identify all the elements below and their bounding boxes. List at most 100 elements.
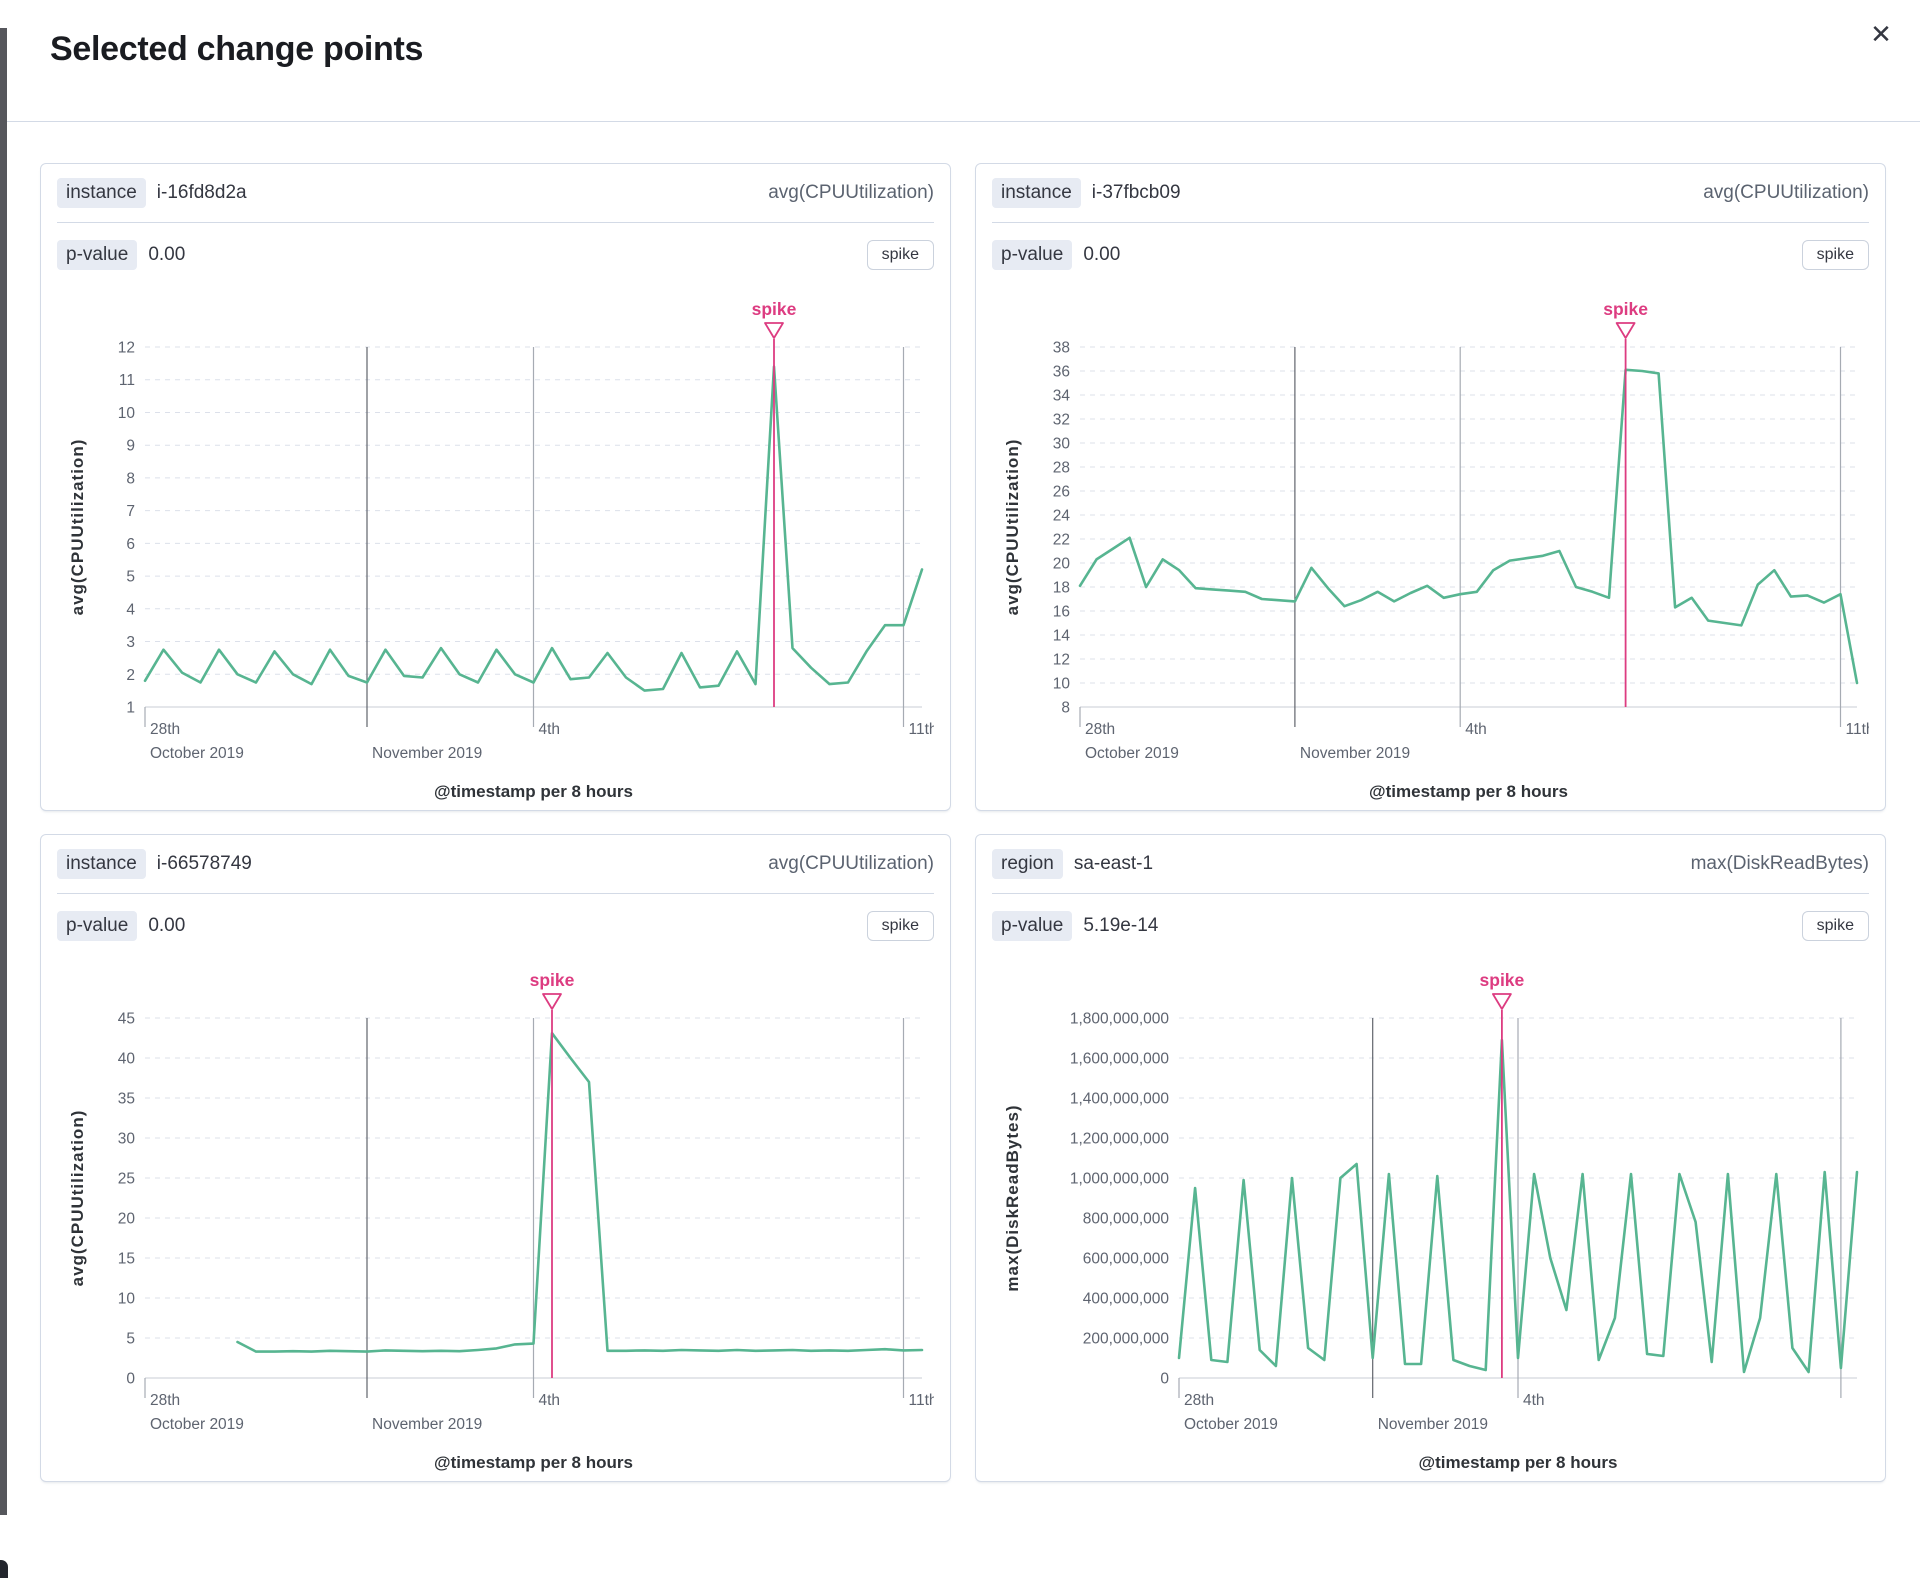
- svg-text:24: 24: [1053, 508, 1071, 525]
- svg-text:avg(CPUUtilization): avg(CPUUtilization): [68, 439, 87, 616]
- svg-text:4th: 4th: [1523, 1392, 1545, 1409]
- change-point-chart: 8 10 12 14 16 18 20 22 24 26 28 30 32 34 36 38 28th Octob…: [992, 291, 1875, 811]
- svg-text:28th: 28th: [150, 1392, 180, 1409]
- change-type-button[interactable]: spike: [866, 240, 934, 270]
- svg-text:18: 18: [1053, 580, 1070, 597]
- svg-text:30: 30: [118, 1131, 136, 1148]
- svg-text:28th: 28th: [150, 721, 180, 738]
- p-value-row: p-value 0.00 spike: [57, 894, 934, 958]
- background-app-edge: [0, 28, 7, 1515]
- svg-text:October 2019: October 2019: [150, 1416, 244, 1433]
- svg-text:200,000,000: 200,000,000: [1083, 1331, 1170, 1348]
- change-point-panel: region sa-east-1 max(DiskReadBytes) p-va…: [975, 834, 1886, 1482]
- svg-text:20: 20: [1053, 556, 1071, 573]
- svg-text:45: 45: [118, 1011, 135, 1028]
- svg-text:1,200,000,000: 1,200,000,000: [1070, 1131, 1170, 1148]
- metric-label: max(DiskReadBytes): [1690, 853, 1869, 874]
- svg-text:35: 35: [118, 1091, 135, 1108]
- p-value-value: 5.19e-14: [1083, 915, 1159, 936]
- svg-text:spike: spike: [752, 299, 797, 319]
- svg-text:8: 8: [126, 470, 135, 487]
- change-point-chart: 0 200,000,000 400,000,000 600,000,000 800,00…: [992, 962, 1869, 1482]
- svg-text:spike: spike: [1480, 970, 1525, 990]
- svg-text:4th: 4th: [539, 1392, 561, 1409]
- change-type-button[interactable]: spike: [1801, 911, 1869, 941]
- p-value-badge: p-value: [992, 911, 1073, 941]
- svg-text:6: 6: [126, 536, 135, 553]
- p-value-badge: p-value: [57, 240, 138, 270]
- change-point-panel: instance i-37fbcb09 avg(CPUUtilization) …: [975, 163, 1886, 811]
- change-point-panel: instance i-16fd8d2a avg(CPUUtilization) …: [40, 163, 951, 811]
- svg-text:28: 28: [1053, 460, 1070, 477]
- field-value: i-16fd8d2a: [156, 182, 247, 203]
- field-value: i-66578749: [156, 853, 252, 874]
- field-badge: region: [992, 849, 1063, 879]
- change-type-button[interactable]: spike: [1801, 240, 1869, 270]
- change-point-panel: instance i-66578749 avg(CPUUtilization) …: [40, 834, 951, 1482]
- svg-text:26: 26: [1053, 484, 1070, 501]
- panel-header: instance i-16fd8d2a avg(CPUUtilization): [57, 164, 934, 223]
- svg-text:0: 0: [1160, 1371, 1169, 1388]
- svg-text:max(DiskReadBytes): max(DiskReadBytes): [1003, 1104, 1022, 1291]
- p-value-badge: p-value: [57, 911, 138, 941]
- svg-text:12: 12: [1053, 652, 1070, 669]
- svg-text:October 2019: October 2019: [150, 745, 244, 762]
- field-value: i-37fbcb09: [1091, 182, 1181, 203]
- p-value-value: 0.00: [148, 244, 186, 265]
- p-value-badge: p-value: [992, 240, 1073, 270]
- svg-text:4th: 4th: [539, 721, 561, 738]
- p-value-value: 0.00: [1083, 244, 1121, 265]
- change-type-button[interactable]: spike: [866, 911, 934, 941]
- svg-text:28th: 28th: [1184, 1392, 1214, 1409]
- svg-text:5: 5: [126, 569, 135, 586]
- svg-text:avg(CPUUtilization): avg(CPUUtilization): [68, 1110, 87, 1287]
- svg-text:October 2019: October 2019: [1184, 1416, 1278, 1433]
- change-point-chart: 0 5 10 15 20 25 30 35 40 45 28th October 2019 Novemb…: [57, 962, 938, 1482]
- svg-text:28th: 28th: [1085, 721, 1115, 738]
- svg-text:4: 4: [126, 601, 135, 618]
- svg-text:40: 40: [118, 1051, 136, 1068]
- panel-header: instance i-66578749 avg(CPUUtilization): [57, 835, 934, 894]
- svg-text:@timestamp per 8 hours: @timestamp per 8 hours: [1419, 1453, 1618, 1472]
- svg-text:November 2019: November 2019: [1300, 745, 1410, 762]
- svg-text:11th: 11th: [1846, 721, 1870, 738]
- panel-header: instance i-37fbcb09 avg(CPUUtilization): [992, 164, 1869, 223]
- svg-text:10: 10: [118, 1291, 136, 1308]
- svg-text:30: 30: [1053, 436, 1071, 453]
- svg-text:October 2019: October 2019: [1085, 745, 1179, 762]
- background-app-corner: [0, 1560, 8, 1578]
- svg-text:@timestamp per 8 hours: @timestamp per 8 hours: [434, 782, 633, 801]
- svg-text:7: 7: [126, 503, 135, 520]
- svg-text:8: 8: [1061, 700, 1070, 717]
- svg-text:10: 10: [1053, 676, 1071, 693]
- field-badge: instance: [992, 178, 1081, 208]
- svg-text:36: 36: [1053, 364, 1070, 381]
- svg-text:3: 3: [126, 634, 135, 651]
- svg-text:spike: spike: [1603, 299, 1648, 319]
- svg-text:0: 0: [126, 1371, 135, 1388]
- svg-text:10: 10: [118, 405, 136, 422]
- svg-text:32: 32: [1053, 412, 1070, 429]
- modal-title: Selected change points: [50, 30, 424, 68]
- svg-text:avg(CPUUtilization): avg(CPUUtilization): [1003, 439, 1022, 616]
- field-badge: instance: [57, 178, 146, 208]
- change-point-chart: 1 2 3 4 5 6 7 8 9 10 11 12 28th October 2019 November …: [57, 291, 938, 811]
- svg-text:November 2019: November 2019: [1378, 1416, 1488, 1433]
- metric-label: avg(CPUUtilization): [1703, 182, 1869, 203]
- svg-text:22: 22: [1053, 532, 1070, 549]
- svg-text:spike: spike: [530, 970, 575, 990]
- svg-text:15: 15: [118, 1251, 135, 1268]
- field-badge: instance: [57, 849, 146, 879]
- svg-text:600,000,000: 600,000,000: [1083, 1251, 1170, 1268]
- panel-header: region sa-east-1 max(DiskReadBytes): [992, 835, 1869, 894]
- svg-text:34: 34: [1053, 388, 1071, 405]
- svg-text:1,400,000,000: 1,400,000,000: [1070, 1091, 1170, 1108]
- svg-text:9: 9: [126, 438, 135, 455]
- svg-text:1,600,000,000: 1,600,000,000: [1070, 1051, 1170, 1068]
- svg-text:1: 1: [126, 700, 135, 717]
- svg-text:800,000,000: 800,000,000: [1083, 1211, 1170, 1228]
- metric-label: avg(CPUUtilization): [768, 182, 934, 203]
- close-icon[interactable]: ✕: [1860, 14, 1902, 56]
- svg-text:November 2019: November 2019: [372, 745, 482, 762]
- modal-header: Selected change points ✕: [7, 0, 1920, 122]
